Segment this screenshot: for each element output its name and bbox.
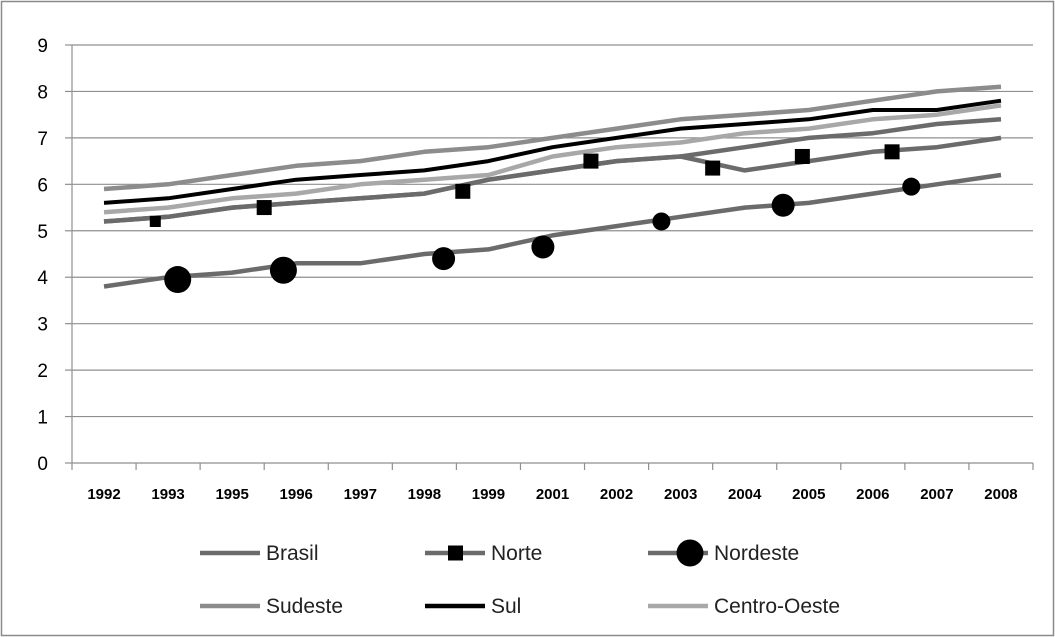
x-tick-label: 1998 bbox=[408, 486, 441, 503]
x-tick-label: 1995 bbox=[215, 486, 248, 503]
nordeste-marker bbox=[531, 235, 555, 259]
legend-label: Norte bbox=[491, 542, 542, 565]
legend-label: Centro-Oeste bbox=[714, 595, 840, 618]
y-tick-label: 8 bbox=[37, 82, 48, 103]
x-tick-label: 2004 bbox=[728, 486, 762, 503]
legend-item-sudeste: Sudeste bbox=[200, 595, 343, 618]
x-tick-label: 2005 bbox=[792, 486, 825, 503]
nordeste-marker bbox=[432, 247, 456, 271]
series-line-sul bbox=[103, 98, 1002, 205]
legend-label: Sudeste bbox=[266, 595, 343, 618]
legend-item-brasil: Brasil bbox=[200, 542, 319, 565]
series-line-centro-oeste bbox=[103, 103, 1002, 215]
legend: Brasil Norte Nordeste Sudeste Sul Centro-Oest… bbox=[200, 539, 840, 618]
norte-marker bbox=[884, 144, 900, 160]
nordeste-marker bbox=[269, 256, 297, 284]
gridlines bbox=[72, 44, 1033, 418]
norte-marker bbox=[705, 160, 721, 176]
x-tick-label: 2006 bbox=[856, 486, 889, 503]
x-tick-label: 2008 bbox=[984, 486, 1017, 503]
nordeste-marker bbox=[164, 266, 192, 294]
series-line-brasil bbox=[103, 117, 1002, 224]
x-tick-label: 1999 bbox=[472, 486, 505, 503]
y-tick-label: 6 bbox=[37, 175, 48, 196]
x-tick-label: 2001 bbox=[536, 486, 569, 503]
x-tick-label: 2007 bbox=[920, 486, 953, 503]
legend-item-norte: Norte bbox=[425, 542, 542, 565]
x-tick-label: 2003 bbox=[664, 486, 697, 503]
nordeste-marker bbox=[902, 177, 921, 196]
y-tick-label: 2 bbox=[37, 361, 48, 382]
norte-marker bbox=[794, 148, 810, 164]
x-tick-label: 1996 bbox=[280, 486, 313, 503]
y-tick-label: 9 bbox=[37, 36, 48, 57]
legend-label: Sul bbox=[491, 595, 521, 618]
series-markers bbox=[149, 144, 921, 294]
y-tick-label: 7 bbox=[37, 129, 48, 150]
y-axis-tick-labels: 0 1 2 3 4 5 6 7 8 9 bbox=[37, 36, 48, 475]
x-tick-label: 1992 bbox=[87, 486, 120, 503]
norte-marker bbox=[455, 183, 471, 199]
legend-square-marker bbox=[448, 545, 463, 561]
series-line-sudeste bbox=[103, 84, 1002, 192]
y-tick-label: 4 bbox=[37, 268, 48, 289]
y-tick-label: 3 bbox=[37, 315, 48, 336]
axes bbox=[65, 44, 1034, 470]
series-lines bbox=[103, 84, 1002, 289]
x-axis-tick-labels: 1992 1993 1995 1996 1997 1998 1999 2001 2002 2003… bbox=[87, 486, 1017, 503]
norte-marker bbox=[256, 200, 272, 216]
nordeste-marker bbox=[652, 212, 671, 231]
x-tick-label: 2002 bbox=[600, 486, 633, 503]
series-line-nordeste bbox=[103, 172, 1002, 289]
legend-item-centro-oeste: Centro-Oeste bbox=[648, 595, 840, 618]
x-tick-label: 1993 bbox=[151, 486, 184, 503]
legend-label: Brasil bbox=[266, 542, 319, 565]
nordeste-marker bbox=[771, 193, 795, 217]
x-tick-label: 1997 bbox=[344, 486, 377, 503]
legend-item-sul: Sul bbox=[425, 595, 521, 618]
norte-marker bbox=[583, 153, 599, 169]
norte-marker bbox=[149, 215, 161, 227]
legend-label: Nordeste bbox=[714, 542, 799, 565]
legend-item-nordeste: Nordeste bbox=[648, 539, 799, 567]
y-tick-label: 5 bbox=[37, 222, 48, 243]
y-tick-label: 1 bbox=[37, 408, 48, 429]
y-tick-label: 0 bbox=[37, 454, 48, 475]
legend-circle-marker bbox=[676, 539, 704, 567]
